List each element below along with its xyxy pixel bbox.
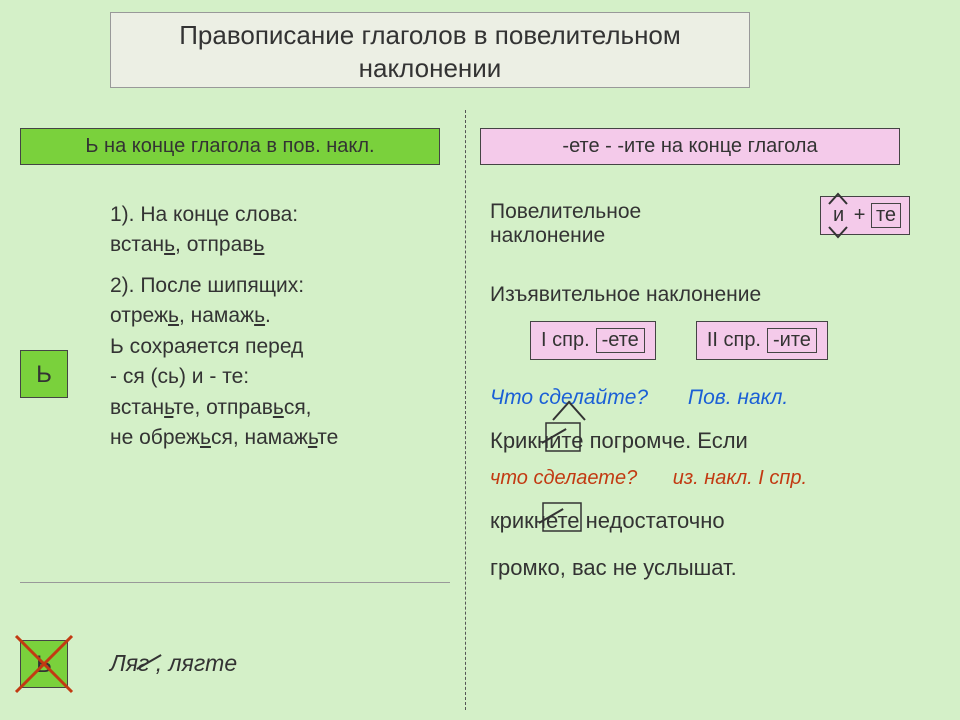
rule-2-ex2a: , намаж <box>179 304 254 327</box>
rule-2-ex2b: ь <box>254 304 265 327</box>
rule-2-ex4a: не обреж <box>110 426 200 449</box>
imperative-label: Повелительное наклонение <box>490 200 740 248</box>
q2: что сделаете? <box>490 467 637 489</box>
rule-2-keep: Ь сохраяется перед <box>110 335 303 358</box>
rule-2-ex3b: ь <box>164 396 173 419</box>
ite-formula-box: и + те <box>820 196 910 235</box>
q1: Что сделайте? <box>490 386 648 409</box>
right-column: Повелительное наклонение и + те Изъявите… <box>490 200 940 584</box>
hat-down-icon <box>827 225 849 239</box>
formula-plus: + <box>848 204 871 226</box>
sent1a: Крикн <box>490 428 549 453</box>
sentence-1: Крикните погромче. Если <box>490 424 940 457</box>
soft-sign-box: Ь <box>20 350 68 398</box>
conj-1-label: I спр. <box>541 329 590 351</box>
right-section-header: -ете - -ите на конце глагола <box>480 128 900 165</box>
rule-2-ex3d: ь <box>273 396 284 419</box>
main-title: Правописание глаголов в повелительном на… <box>110 12 750 88</box>
rule-1-prefix: 1). На конце слова: <box>110 203 298 226</box>
hat-icon <box>827 192 849 206</box>
bottom-left-b: , лягте <box>149 650 237 676</box>
vertical-divider <box>465 110 466 710</box>
conj-1-box: I спр. -ете <box>530 321 656 360</box>
bottom-left-example: Ляг , лягте <box>110 650 237 677</box>
formula-te: те <box>871 203 901 228</box>
rule-2-ex3c: те, отправ <box>173 396 272 419</box>
q2-label: из. накл. I спр. <box>673 467 807 489</box>
conj-2-end: -ите <box>767 328 817 353</box>
question-row-2: что сделаете? из. накл. I спр. <box>490 467 940 490</box>
sent1b: ите <box>549 428 583 453</box>
rule-2-ex4b: ь <box>200 426 211 449</box>
rule-1-ex1a: встан <box>110 233 164 256</box>
rule-1: 1). На конце слова: встань, отправь <box>110 200 450 261</box>
rule-2-ex4e: те <box>317 426 338 449</box>
left-bottom-divider <box>20 582 450 583</box>
rule-1-ex2b: ь <box>253 233 264 256</box>
rule-2-suffixes: - ся (сь) и - те: <box>110 365 249 388</box>
rule-2-ex4d: ь <box>308 426 317 449</box>
left-section-header: Ь на конце глагола в пов. накл. <box>20 128 440 165</box>
conj-2-box: II спр. -ите <box>696 321 828 360</box>
rule-2-ex3e: ся, <box>284 396 312 419</box>
rule-2-ex3a: встан <box>110 396 164 419</box>
rule-2-ex2c: . <box>265 304 271 327</box>
rule-1-ex2a: , отправ <box>175 233 253 256</box>
soft-sign-box-crossed: Ь <box>20 640 68 688</box>
sentence-2: крикнете недостаточно <box>490 504 940 537</box>
sent2c: недостаточно <box>580 508 725 533</box>
rule-2-prefix: 2). После шипящих: <box>110 274 304 297</box>
left-rules: 1). На конце слова: встань, отправь 2). … <box>110 200 450 464</box>
conjugation-row: I спр. -ете II спр. -ите <box>530 321 940 360</box>
sentence-3: громко, вас не услышат. <box>490 551 940 584</box>
q1-label: Пов. накл. <box>688 386 788 409</box>
rule-2-ex4c: ся, намаж <box>211 426 308 449</box>
sent1c: погромче. Если <box>583 428 747 453</box>
question-row-1: Что сделайте? Пов. накл. <box>490 386 940 410</box>
rule-2-ex1b: ь <box>168 304 179 327</box>
rule-2-ex1a: отреж <box>110 304 168 327</box>
indicative-label: Изъявительное наклонение <box>490 283 940 307</box>
sent2b: ете <box>546 508 580 533</box>
rule-2: 2). После шипящих: отрежь, намажь. Ь сох… <box>110 271 450 454</box>
conj-2-label: II спр. <box>707 329 761 351</box>
sent2a: крикн <box>490 508 546 533</box>
formula-i: и <box>833 204 844 226</box>
rule-1-ex1b: ь <box>164 233 175 256</box>
conj-1-end: -ете <box>596 328 645 353</box>
